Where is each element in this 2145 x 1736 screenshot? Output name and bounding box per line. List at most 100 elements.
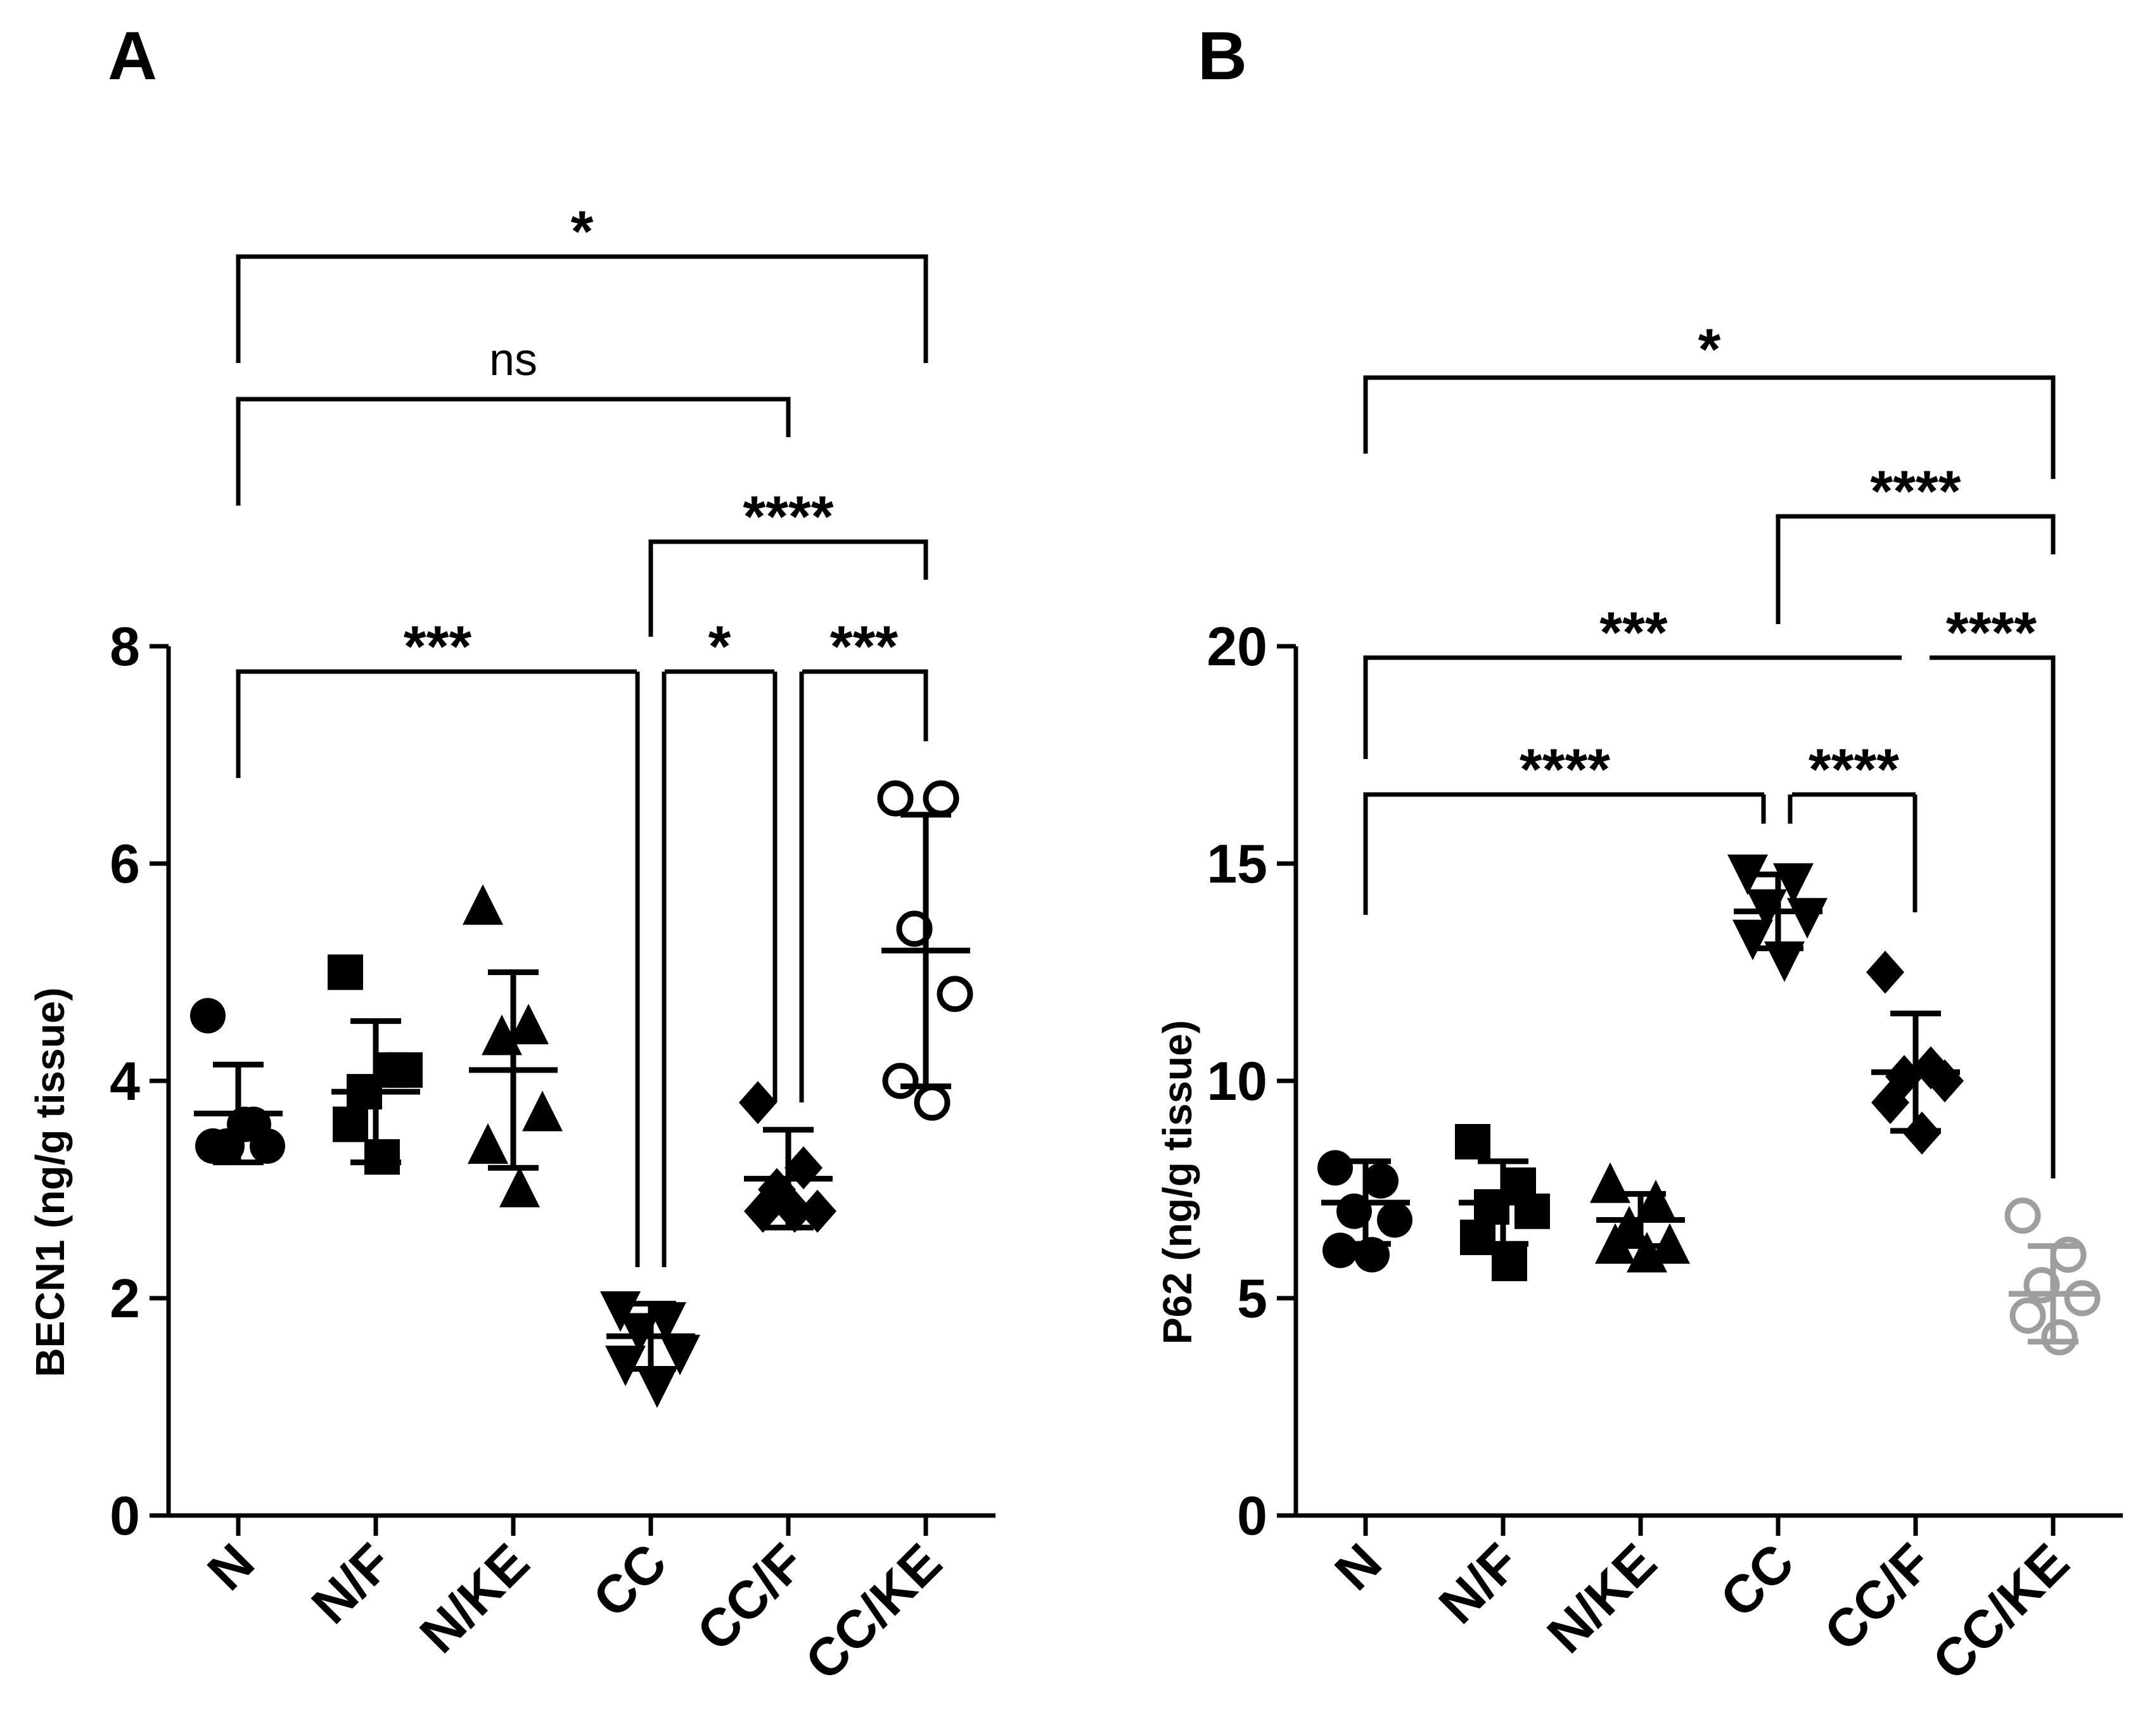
data-point <box>328 954 363 990</box>
y-tick-label: 15 <box>1207 834 1267 895</box>
significance-label: *** <box>404 615 472 679</box>
x-tick-label: CC/F <box>686 1532 816 1662</box>
y-tick-label: 6 <box>110 834 140 895</box>
data-point <box>1363 1163 1399 1199</box>
data-point <box>250 1128 285 1164</box>
data-point <box>914 1084 951 1121</box>
data-point <box>463 884 503 925</box>
data-point <box>1492 1246 1527 1282</box>
data-point <box>1649 1223 1690 1264</box>
data-point <box>798 1189 836 1233</box>
data-point <box>2041 1319 2078 1356</box>
data-point <box>190 998 226 1034</box>
data-point <box>896 910 933 947</box>
y-tick-label: 0 <box>1237 1486 1267 1547</box>
panel-a-significance: *ns******* * *** <box>236 200 928 1267</box>
data-point <box>333 1106 368 1142</box>
x-tick-label: N <box>196 1532 265 1601</box>
y-tick-label: 8 <box>110 616 140 677</box>
significance-bracket <box>1930 655 2056 727</box>
y-axis-label: P62 (ng/g tissue) <box>1155 1020 1200 1344</box>
data-point <box>739 1081 777 1125</box>
data-point <box>1636 1180 1676 1221</box>
y-axis-label: BECN1 (ng/g tissue) <box>27 987 73 1377</box>
data-point <box>1787 898 1828 939</box>
data-point <box>1732 919 1773 961</box>
significance-label: **** <box>1809 737 1899 802</box>
y-tick-label: 2 <box>110 1268 140 1329</box>
significance-label: **** <box>743 485 833 549</box>
data-point <box>744 1189 782 1233</box>
data-point <box>1317 1150 1353 1186</box>
data-point <box>1627 1232 1667 1273</box>
data-point <box>923 780 959 817</box>
significance-bracket <box>236 669 637 778</box>
data-point <box>387 1052 423 1088</box>
significance-label: * <box>571 200 594 264</box>
data-point <box>1322 1232 1358 1268</box>
x-tick-label: N/F <box>1428 1532 1530 1635</box>
data-point <box>1514 1193 1550 1229</box>
significance-bracket <box>802 669 928 741</box>
data-point <box>1377 1202 1412 1238</box>
data-point <box>1590 1162 1630 1203</box>
significance-label: ns <box>489 335 537 385</box>
data-point <box>508 1004 549 1045</box>
data-point <box>1455 1124 1490 1160</box>
x-tick-label: N/F <box>300 1532 403 1635</box>
data-point <box>1727 854 1768 895</box>
significance-label: **** <box>1870 459 1961 524</box>
data-point <box>1866 950 1904 994</box>
panel-a-chart: A 0 2 4 6 8 BECN1 (ng/g tissue) N N/F N/KE CC CC/F… <box>27 17 996 1692</box>
y-tick-label: 4 <box>110 1051 140 1112</box>
significance-bracket <box>1363 655 1902 759</box>
data-point <box>468 1123 508 1164</box>
data-point <box>877 780 914 817</box>
data-point <box>1764 941 1805 982</box>
x-tick-label: CC/KE <box>793 1532 952 1691</box>
x-tick-label: N <box>1323 1532 1392 1601</box>
panel-b-axes: 0 5 10 15 20 P62 (ng/g tissue) N N/F N/KE CC CC/FC… <box>1155 616 2123 1692</box>
data-point <box>660 1334 700 1375</box>
panel-b-significance: ******** ******** **** <box>1363 317 2056 1178</box>
significance-label: *** <box>1599 601 1668 665</box>
significance-bracket <box>236 397 791 506</box>
data-point <box>499 1166 540 1208</box>
significance-bracket <box>1363 375 2056 479</box>
data-point <box>522 1090 563 1132</box>
x-tick-label: CC <box>1708 1532 1805 1628</box>
x-tick-label: N/KE <box>408 1532 540 1664</box>
data-point <box>646 1302 686 1343</box>
significance-label: * <box>708 615 731 679</box>
significance-label: *** <box>830 615 899 679</box>
x-tick-label: N/KE <box>1535 1532 1667 1664</box>
data-point <box>776 1189 814 1233</box>
y-tick-label: 0 <box>110 1486 140 1547</box>
y-tick-label: 20 <box>1207 616 1267 677</box>
data-point <box>937 976 973 1012</box>
y-tick-label: 10 <box>1207 1051 1267 1112</box>
data-point <box>195 1128 231 1164</box>
data-point <box>2009 1297 2046 1334</box>
data-point <box>637 1367 677 1408</box>
data-point <box>605 1345 646 1386</box>
significance-bracket <box>236 254 928 363</box>
panel-b-letter: B <box>1198 17 1247 94</box>
significance-label: * <box>1698 317 1721 382</box>
panel-a-data-marks <box>190 780 973 1408</box>
data-point <box>882 1063 919 1099</box>
significance-bracket <box>1363 792 1764 915</box>
panel-a-letter: A <box>108 17 157 94</box>
panel-b-data-marks <box>1317 854 2101 1356</box>
x-tick-label: CC/KE <box>1921 1532 2080 1691</box>
significance-bracket <box>1776 514 2056 624</box>
significance-label: **** <box>1520 737 1610 802</box>
data-point <box>2004 1197 2041 1234</box>
x-tick-label: CC <box>581 1532 677 1628</box>
data-point <box>2064 1280 2101 1317</box>
data-point <box>364 1139 400 1175</box>
significance-label: **** <box>1946 601 2037 665</box>
data-point <box>1871 1081 1909 1125</box>
